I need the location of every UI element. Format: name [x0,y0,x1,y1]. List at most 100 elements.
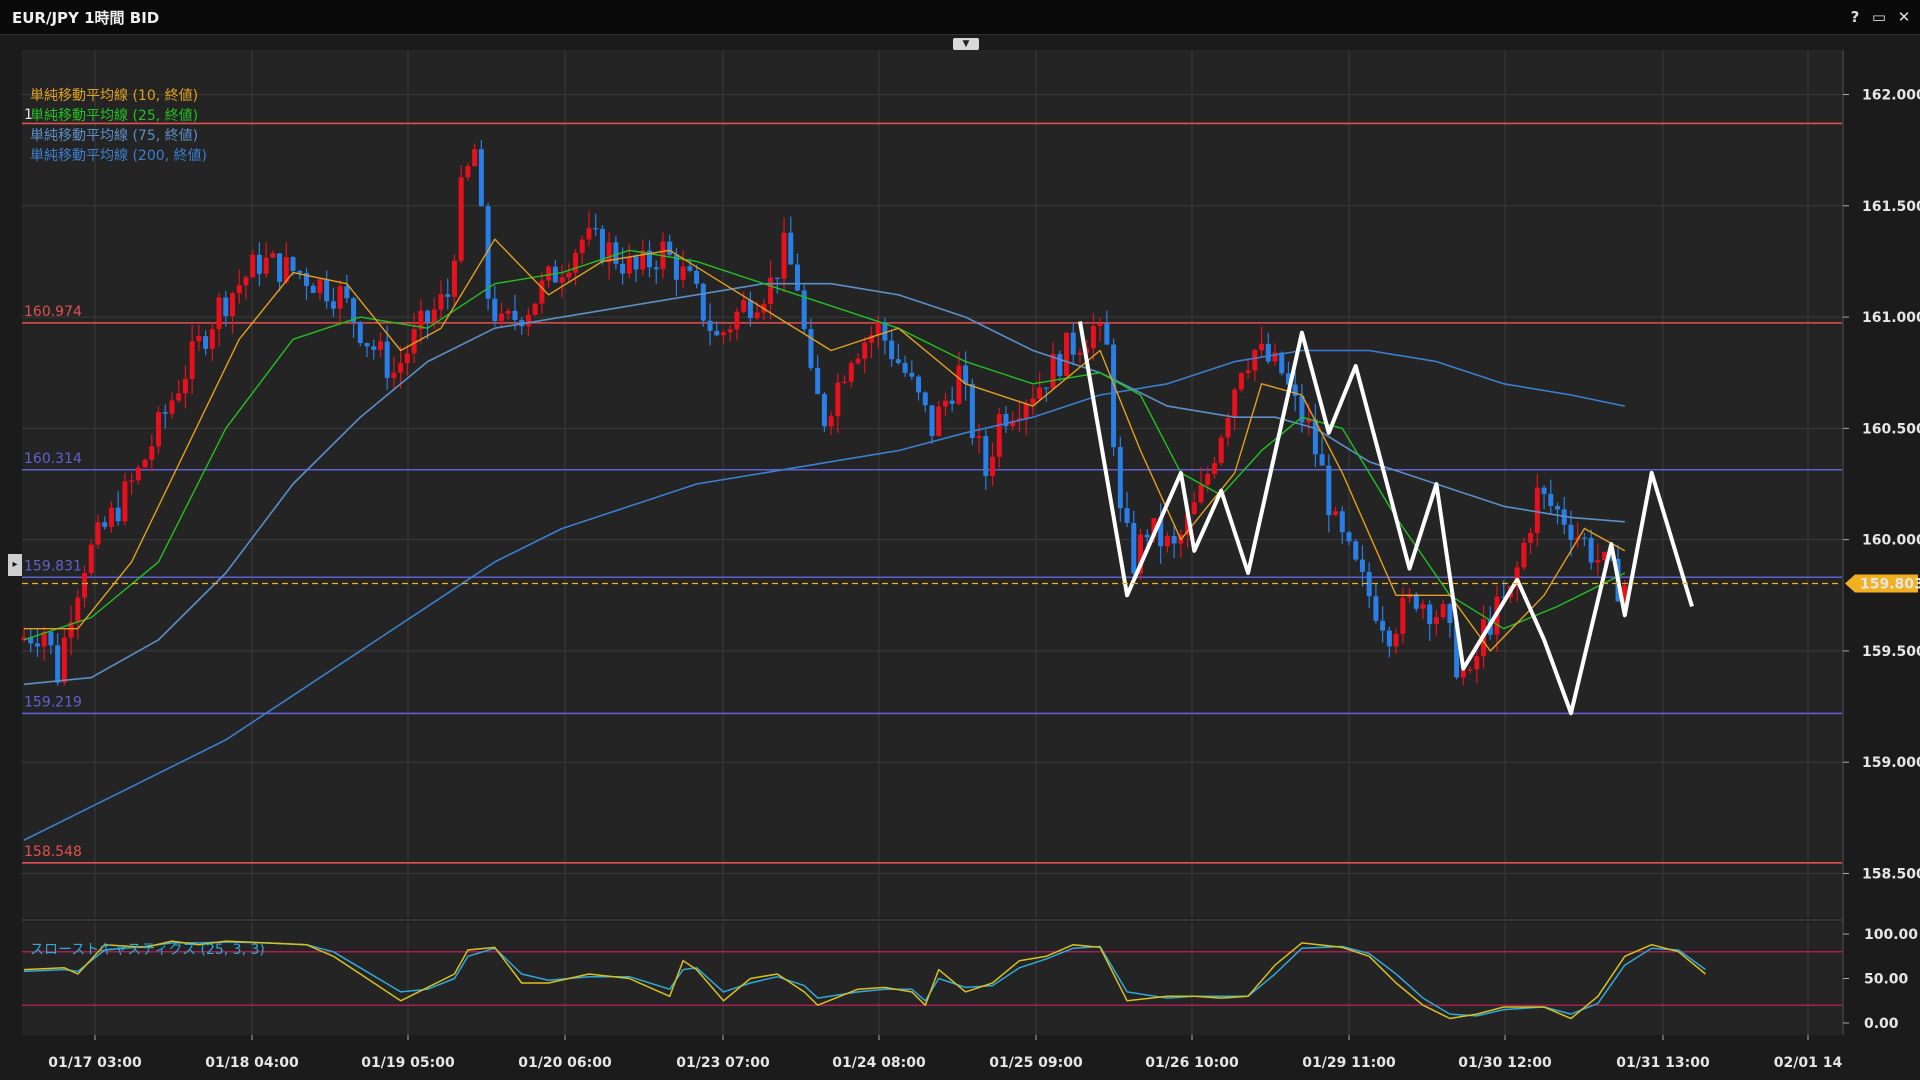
price-plot-area [22,50,1842,918]
up-candle [472,143,478,167]
up-candle [1252,348,1258,382]
up-candle [936,400,942,437]
up-candle [41,626,47,661]
up-candle [1467,666,1473,674]
help-icon[interactable]: ? [1850,8,1860,26]
up-candle [451,254,457,306]
candle-body [351,298,357,323]
side-panel-handle[interactable]: ▸ [8,554,22,576]
candle-body [88,544,94,573]
candle-body [714,330,720,336]
up-candle [1528,527,1534,555]
candle-body [169,400,175,414]
candle-body [687,266,693,271]
candle-body [1211,463,1217,474]
up-candle [1164,532,1170,553]
down-candle [384,325,390,390]
maximize-icon[interactable]: ▭ [1871,8,1887,26]
up-candle [182,365,188,409]
stochastic-k-line [23,940,1706,1020]
candle-body [1353,541,1359,560]
down-candle [344,274,350,303]
down-candle [1265,332,1271,365]
up-candle [539,272,545,314]
candle-body [115,507,121,522]
down-candle [1568,510,1574,557]
down-candle [815,355,821,395]
candle-body [1555,506,1561,510]
candle-body [122,481,128,522]
candle-body [1568,524,1574,541]
up-candle [176,379,182,403]
zigzag-overlay-line [1078,321,1694,716]
candle-body [579,239,585,254]
candle-body [196,336,202,342]
up-candle [88,539,94,577]
sma-200-line [23,349,1625,841]
down-candle [277,253,283,292]
candle-body [633,256,639,270]
candle-body [48,631,54,646]
candle-body [653,267,659,270]
legend-overlap-digit: 1 [24,107,33,123]
up-candle [768,260,774,320]
candle-body [821,394,827,427]
down-candle [902,355,908,377]
candle-body [209,329,215,349]
x-tick-label: 01/19 05:00 [361,1055,455,1071]
candle-body [734,311,740,330]
candle-body [593,228,599,230]
candle-body [1386,630,1392,647]
up-candle [1064,332,1070,377]
candle-body [895,359,901,363]
candle-body [1400,597,1406,634]
x-tick-label: 01/23 07:00 [676,1055,770,1071]
candle-body [1534,487,1540,533]
current-price-label: 159.803 [1860,576,1920,592]
candle-body [1245,370,1251,374]
candle-body [1151,518,1157,538]
candle-body [250,254,256,278]
collapse-panel-button[interactable]: ▼ [953,38,979,50]
down-candle [256,242,262,287]
candle-body [956,365,962,404]
candle-body [815,367,821,395]
candle-body [573,253,579,273]
candle-body [1359,559,1365,572]
candle-body [243,277,249,286]
candle-body [552,266,558,283]
candle-body [1144,534,1150,538]
candle-body [41,631,47,647]
candle-body [398,363,404,373]
candle-body [75,597,81,623]
down-candle [28,629,34,653]
close-icon[interactable]: ✕ [1897,8,1911,26]
down-candle [1292,371,1298,412]
level-label: 160.974 [24,304,82,320]
candle-body [1117,447,1123,509]
down-candle [983,429,989,491]
candle-body [1548,493,1554,507]
legend-item: 単純移動平均線 (25, 終値) [30,108,198,124]
candle-body [404,353,410,364]
candle-body [458,177,464,261]
candle-body [694,270,700,284]
candle-body [438,294,444,310]
up-candle [404,344,410,376]
candle-body [1138,534,1144,574]
down-candle [747,291,753,327]
up-candle [1010,411,1016,431]
up-candle [1433,609,1439,636]
title-bar: EUR/JPY 1時間 BID ? ▭ ✕ [0,0,1920,35]
sma-75-line [23,282,1625,686]
candle-body [1158,518,1164,547]
candle-body [727,329,733,333]
y-tick-label: 161.500 [1862,199,1920,215]
candle-body [1191,502,1197,515]
up-candle [95,514,101,549]
candle-body [855,358,861,364]
candle-body [1413,594,1419,609]
up-candle [1534,473,1540,547]
down-candle [203,330,209,356]
